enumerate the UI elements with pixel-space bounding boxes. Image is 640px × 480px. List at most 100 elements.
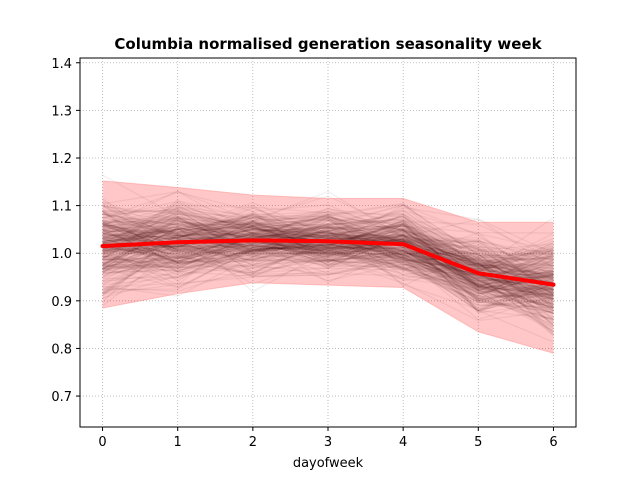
weekly-trace-line (102, 228, 554, 282)
weekly-trace-line (102, 244, 554, 308)
weekly-trace-line (102, 223, 554, 288)
weekly-trace-line (102, 221, 554, 305)
weekly-trace-line (102, 224, 554, 298)
weekly-trace-line (102, 237, 554, 301)
weekly-trace-line (102, 213, 554, 333)
weekly-trace-line (102, 204, 554, 256)
weekly-trace-line (102, 221, 554, 288)
weekly-trace-line (102, 247, 554, 315)
weekly-trace-line (102, 225, 554, 303)
weekly-trace-line (102, 222, 554, 307)
weekly-trace-line (102, 242, 554, 292)
weekly-trace-line (102, 264, 554, 313)
weekly-trace-line (102, 210, 554, 290)
weekly-trace-line (102, 272, 554, 295)
weekly-trace-line (102, 228, 554, 287)
weekly-trace-line (102, 240, 554, 272)
weekly-trace-line (102, 207, 554, 271)
weekly-trace-line (102, 234, 554, 299)
weekly-trace-line (102, 226, 554, 308)
weekly-trace-line (102, 225, 554, 294)
weekly-trace-line (102, 237, 554, 290)
weekly-trace-line (102, 243, 554, 297)
weekly-trace-line (102, 237, 554, 290)
weekly-trace-line (102, 218, 554, 312)
weekly-trace-line (102, 213, 554, 279)
weekly-trace-line (102, 210, 554, 266)
weekly-trace-line (102, 229, 554, 280)
weekly-trace-line (102, 234, 554, 296)
weekly-trace-line (102, 238, 554, 337)
weekly-trace-line (102, 234, 554, 334)
weekly-trace-line (102, 234, 554, 302)
weekly-trace-line (102, 210, 554, 278)
weekly-trace-line (102, 214, 554, 318)
weekly-trace-line (102, 244, 554, 301)
weekly-trace-line (102, 226, 554, 313)
weekly-trace-line (102, 211, 554, 295)
weekly-trace-line (102, 235, 554, 279)
weekly-trace-line (102, 210, 554, 268)
weekly-trace-line (102, 238, 554, 286)
weekly-trace-line (102, 231, 554, 296)
std-band (102, 180, 554, 354)
weekly-trace-line (102, 216, 554, 309)
weekly-trace-line (102, 211, 554, 291)
weekly-trace-line (102, 219, 554, 270)
weekly-trace-line (102, 219, 554, 287)
weekly-trace-line (102, 220, 554, 291)
weekly-trace-line (102, 241, 554, 299)
weekly-trace-line (102, 218, 554, 291)
weekly-trace-line (102, 209, 554, 234)
weekly-trace-line (102, 204, 554, 270)
weekly-trace-line (102, 215, 554, 294)
weekly-trace-line (102, 212, 554, 276)
weekly-trace-line (102, 237, 554, 311)
weekly-trace-line (102, 235, 554, 281)
weekly-trace-line (102, 222, 554, 282)
weekly-trace-line (102, 242, 554, 308)
weekly-trace-line (102, 244, 554, 297)
y-tick-label: 0.8 (51, 342, 72, 357)
weekly-trace-line (102, 234, 554, 264)
weekly-trace-line (102, 223, 554, 296)
band-upper-line (102, 180, 554, 223)
weekly-trace-line (102, 239, 554, 313)
y-tick-label: 1.0 (51, 247, 72, 262)
weekly-trace-line (102, 225, 554, 282)
weekly-trace-line (102, 202, 554, 287)
weekly-trace-line (102, 200, 554, 285)
weekly-trace-line (102, 232, 554, 302)
x-tick-label: 2 (249, 435, 257, 450)
weekly-trace-line (102, 220, 554, 274)
weekly-trace-line (102, 231, 554, 273)
x-axis-label: dayofweek (293, 456, 364, 471)
weekly-trace-line (102, 224, 554, 307)
mean-line (100, 238, 556, 287)
weekly-trace-line (102, 251, 554, 332)
weekly-trace-line (102, 227, 554, 292)
weekly-trace-line (102, 233, 554, 281)
y-tick-label: 1.1 (51, 200, 72, 215)
weekly-trace-line (102, 230, 554, 283)
weekly-trace-line (102, 223, 554, 270)
weekly-trace-line (102, 230, 554, 311)
weekly-trace-line (102, 214, 554, 284)
weekly-trace-line (102, 206, 554, 287)
weekly-trace-line (102, 247, 554, 291)
weekly-trace-line (102, 220, 554, 309)
y-tick-label: 0.7 (51, 390, 72, 405)
weekly-trace-line (102, 221, 554, 275)
weekly-trace-line (102, 222, 554, 312)
weekly-trace-line (102, 225, 554, 273)
weekly-trace-line (102, 247, 554, 301)
weekly-trace-line (102, 225, 554, 284)
weekly-trace-line (102, 207, 554, 268)
weekly-trace-line (102, 218, 554, 260)
weekly-trace-line (102, 216, 554, 292)
weekly-trace-line (102, 227, 554, 296)
weekly-trace-line (102, 227, 554, 287)
weekly-trace-line (102, 221, 554, 295)
weekly-trace-line (102, 225, 554, 303)
weekly-trace-line (102, 216, 554, 275)
